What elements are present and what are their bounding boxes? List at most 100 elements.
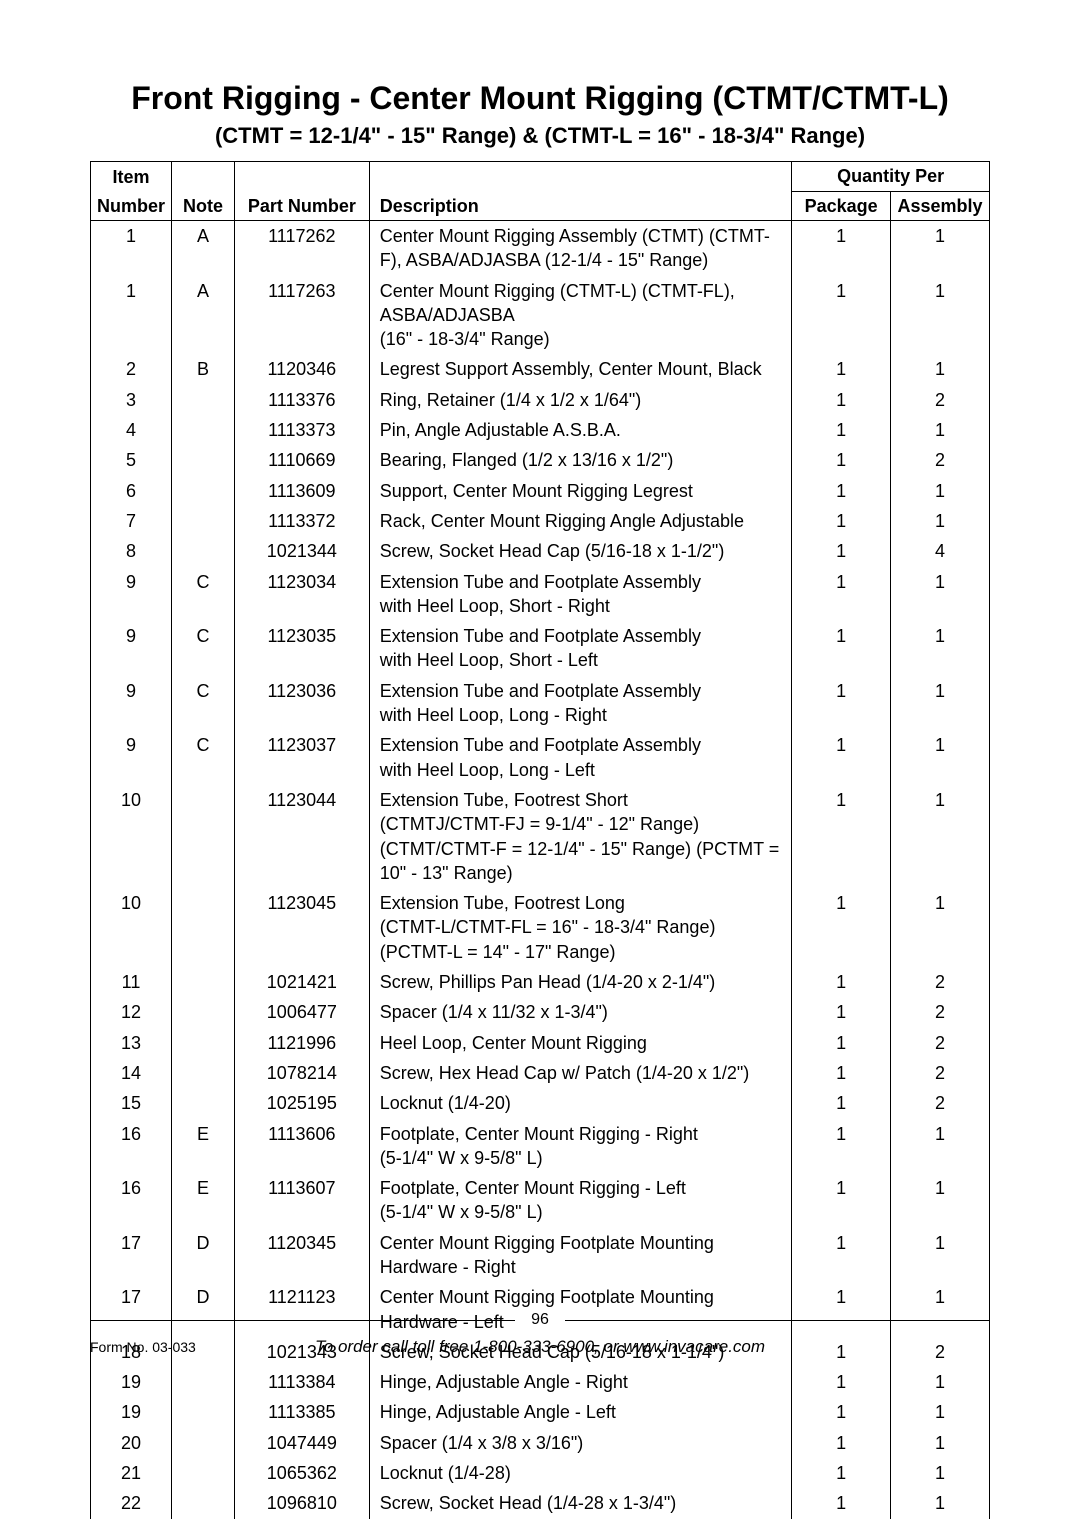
pkg: 1	[792, 1088, 891, 1118]
note	[172, 506, 235, 536]
col-pkg: Package	[792, 191, 891, 221]
asm: 2	[891, 1088, 990, 1118]
desc: Ring, Retainer (1/4 x 1/2 x 1/64")	[369, 385, 791, 415]
note	[172, 1058, 235, 1088]
part: 1117262	[234, 221, 369, 276]
table-row: 9C1123034Extension Tube and Footplate As…	[91, 567, 990, 622]
pkg: 1	[792, 676, 891, 731]
note	[172, 476, 235, 506]
note	[172, 1428, 235, 1458]
pkg: 1	[792, 221, 891, 276]
desc: Center Mount Rigging Assembly (CTMT) (CT…	[369, 221, 791, 276]
order-info: To order call toll free 1-800-333-6900, …	[196, 1337, 884, 1357]
desc: Pin, Angle Adjustable A.S.B.A.	[369, 415, 791, 445]
asm: 1	[891, 1397, 990, 1427]
desc: Bearing, Flanged (1/2 x 13/16 x 1/2")	[369, 445, 791, 475]
desc: Spacer (1/4 x 3/8 x 3/16")	[369, 1428, 791, 1458]
asm: 1	[891, 785, 990, 888]
note	[172, 1458, 235, 1488]
part: 1123036	[234, 676, 369, 731]
table-row: 16E1113607Footplate, Center Mount Riggin…	[91, 1173, 990, 1228]
col-qty-top: Quantity Per	[792, 162, 990, 192]
desc: Extension Tube, Footrest Short (CTMTJ/CT…	[369, 785, 791, 888]
asm: 1	[891, 415, 990, 445]
pkg: 1	[792, 567, 891, 622]
desc: Extension Tube and Footplate Assembly wi…	[369, 676, 791, 731]
asm: 2	[891, 385, 990, 415]
item: 4	[91, 415, 172, 445]
part: 1096810	[234, 1488, 369, 1518]
item: 9	[91, 730, 172, 785]
note: D	[172, 1228, 235, 1283]
part: 1021344	[234, 536, 369, 566]
table-row: 121006477Spacer (1/4 x 11/32 x 1-3/4")12	[91, 997, 990, 1027]
part: 1021421	[234, 967, 369, 997]
asm: 1	[891, 621, 990, 676]
desc: Extension Tube, Footrest Long (CTMT-L/CT…	[369, 888, 791, 967]
table-row: 71113372Rack, Center Mount Rigging Angle…	[91, 506, 990, 536]
item: 10	[91, 888, 172, 967]
table-row: 9C1123036Extension Tube and Footplate As…	[91, 676, 990, 731]
col-desc-top	[369, 162, 791, 192]
part: 1117263	[234, 276, 369, 355]
desc: Locknut (1/4-28)	[369, 1458, 791, 1488]
asm: 1	[891, 567, 990, 622]
pkg: 1	[792, 1488, 891, 1518]
item: 19	[91, 1367, 172, 1397]
pkg: 1	[792, 506, 891, 536]
desc: Hinge, Adjustable Angle - Left	[369, 1397, 791, 1427]
page-title: Front Rigging - Center Mount Rigging (CT…	[90, 80, 990, 117]
col-part-top	[234, 162, 369, 192]
item: 19	[91, 1397, 172, 1427]
part: 1006477	[234, 997, 369, 1027]
part: 1025195	[234, 1088, 369, 1118]
col-item: Number	[91, 191, 172, 221]
pkg: 1	[792, 276, 891, 355]
pkg: 1	[792, 1428, 891, 1458]
note	[172, 1028, 235, 1058]
table-row: 51110669Bearing, Flanged (1/2 x 13/16 x …	[91, 445, 990, 475]
desc: Support, Center Mount Rigging Legrest	[369, 476, 791, 506]
table-row: 211065362Locknut (1/4-28)11	[91, 1458, 990, 1488]
item: 13	[91, 1028, 172, 1058]
table-row: 191113384Hinge, Adjustable Angle - Right…	[91, 1367, 990, 1397]
table-row: 2B1120346Legrest Support Assembly, Cente…	[91, 354, 990, 384]
note	[172, 888, 235, 967]
note: A	[172, 221, 235, 276]
asm: 1	[891, 476, 990, 506]
asm: 2	[891, 997, 990, 1027]
item: 5	[91, 445, 172, 475]
pkg: 1	[792, 1173, 891, 1228]
asm: 1	[891, 506, 990, 536]
table-row: 141078214Screw, Hex Head Cap w/ Patch (1…	[91, 1058, 990, 1088]
desc: Footplate, Center Mount Rigging - Right …	[369, 1119, 791, 1174]
desc: Screw, Socket Head Cap (5/16-18 x 1-1/2"…	[369, 536, 791, 566]
part: 1113606	[234, 1119, 369, 1174]
asm: 1	[891, 1428, 990, 1458]
item: 2	[91, 354, 172, 384]
table-row: 9C1123037Extension Tube and Footplate As…	[91, 730, 990, 785]
item: 14	[91, 1058, 172, 1088]
pkg: 1	[792, 967, 891, 997]
table-row: 17D1120345Center Mount Rigging Footplate…	[91, 1228, 990, 1283]
table-row: 1 A1117262Center Mount Rigging Assembly (…	[91, 221, 990, 276]
table-row: 101123044Extension Tube, Footrest Short …	[91, 785, 990, 888]
asm: 1	[891, 1458, 990, 1488]
asm: 4	[891, 536, 990, 566]
part: 1113609	[234, 476, 369, 506]
item: 10	[91, 785, 172, 888]
asm: 2	[891, 1058, 990, 1088]
item: 9	[91, 567, 172, 622]
desc: Extension Tube and Footplate Assembly wi…	[369, 567, 791, 622]
pkg: 1	[792, 1397, 891, 1427]
note: B	[172, 354, 235, 384]
asm: 1	[891, 1367, 990, 1397]
col-desc: Description	[369, 191, 791, 221]
table-row: 191113385Hinge, Adjustable Angle - Left1…	[91, 1397, 990, 1427]
table-row: 9C1123035Extension Tube and Footplate As…	[91, 621, 990, 676]
pkg: 1	[792, 888, 891, 967]
note: A	[172, 276, 235, 355]
pkg: 1	[792, 415, 891, 445]
part: 1065362	[234, 1458, 369, 1488]
part: 1123037	[234, 730, 369, 785]
